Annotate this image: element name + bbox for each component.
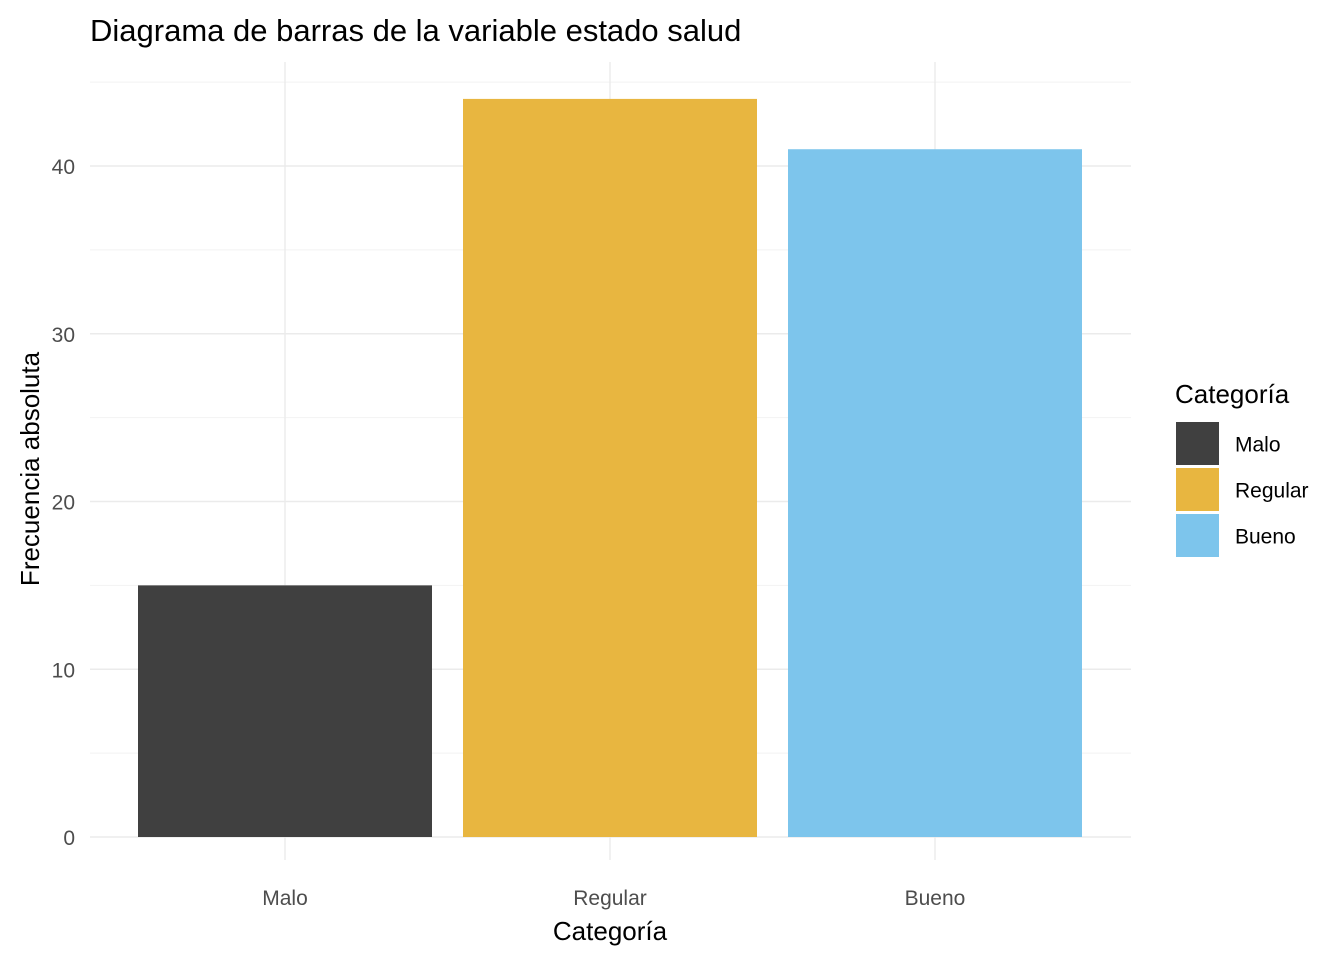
y-tick-label: 30 [52, 324, 75, 347]
x-tick-labels: Malo Regular Bueno [262, 887, 965, 910]
chart-title: Diagrama de barras de la variable estado… [90, 13, 741, 48]
legend-key-regular [1176, 468, 1219, 511]
legend-title: Categoría [1175, 379, 1290, 409]
y-tick-label: 10 [52, 659, 75, 682]
x-tick-label: Regular [573, 887, 647, 910]
legend-label-malo: Malo [1235, 434, 1281, 457]
legend-label-regular: Regular [1235, 480, 1309, 503]
bar-regular [463, 98, 757, 837]
y-tick-labels: 0 10 20 30 40 [52, 156, 75, 850]
x-tick-label: Malo [262, 887, 308, 910]
bars [138, 98, 1082, 838]
y-tick-label: 40 [52, 156, 75, 179]
legend-key-malo [1176, 422, 1219, 465]
y-tick-label: 20 [52, 492, 75, 515]
legend-label-bueno: Bueno [1235, 526, 1296, 549]
y-axis-title: Frecuencia absoluta [15, 351, 45, 586]
legend-items: Malo Regular Bueno [1176, 422, 1309, 557]
x-axis-title: Categoría [553, 916, 668, 946]
x-tick-label: Bueno [905, 887, 966, 910]
legend: Categoría Malo Regular Bueno [1175, 379, 1309, 557]
bar-bueno [788, 149, 1082, 838]
y-tick-label: 0 [63, 827, 75, 850]
legend-key-bueno [1176, 514, 1219, 557]
bar-malo [138, 585, 432, 837]
